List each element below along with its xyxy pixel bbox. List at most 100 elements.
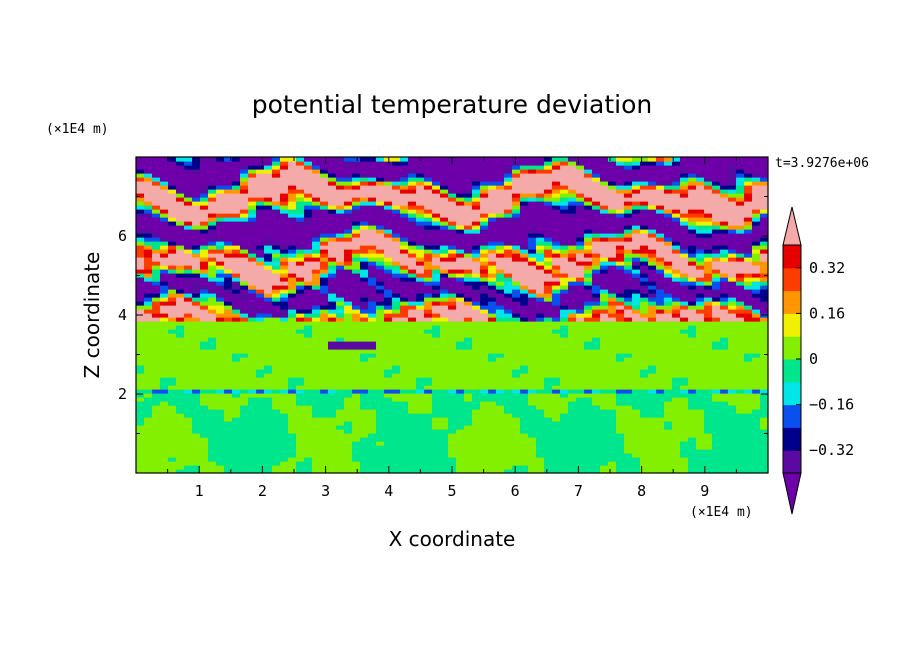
field-cell (712, 329, 721, 334)
field-cell (664, 297, 673, 302)
field-cell (744, 329, 753, 334)
field-cell (432, 245, 441, 250)
field-cell (368, 437, 377, 442)
field-cell (224, 233, 233, 238)
field-cell (440, 373, 449, 378)
field-cell (440, 253, 449, 258)
field-cell (712, 465, 721, 470)
field-cell (696, 237, 705, 242)
field-cell (336, 285, 345, 290)
field-cell (248, 245, 257, 250)
field-cell (144, 337, 153, 342)
field-cell (328, 389, 337, 394)
field-cell (216, 325, 225, 330)
field-cell (576, 401, 585, 406)
field-cell (760, 345, 768, 350)
field-cell (192, 309, 201, 314)
field-cell (232, 461, 241, 466)
field-cell (224, 269, 233, 274)
field-cell (168, 453, 177, 458)
field-cell (744, 401, 753, 406)
field-cell (144, 441, 153, 446)
field-cell (192, 265, 201, 270)
field-cell (288, 381, 297, 386)
field-cell (184, 445, 193, 450)
field-cell (648, 469, 657, 473)
field-cell (392, 393, 401, 398)
field-cell (440, 281, 449, 286)
field-cell (744, 345, 753, 350)
field-cell (208, 241, 217, 246)
field-cell (424, 469, 433, 473)
field-cell (168, 457, 177, 462)
field-cell (360, 417, 369, 422)
field-cell (568, 281, 577, 286)
field-cell (664, 429, 673, 434)
field-cell (536, 325, 545, 330)
field-cell (552, 249, 561, 254)
field-cell (416, 409, 425, 414)
field-cell (560, 245, 569, 250)
field-cell (232, 273, 241, 278)
field-cell (360, 289, 369, 294)
field-cell (656, 309, 665, 314)
field-cell (600, 253, 609, 258)
field-cell (752, 293, 761, 298)
field-cell (536, 353, 545, 358)
field-cell (200, 401, 209, 406)
field-cell (448, 413, 457, 418)
field-cell (480, 245, 489, 250)
field-cell (224, 217, 233, 222)
field-cell (360, 329, 369, 334)
field-cell (504, 273, 513, 278)
field-cell (208, 285, 217, 290)
field-cell (376, 337, 385, 342)
field-cell (752, 445, 761, 450)
field-cell (320, 269, 329, 274)
field-cell (608, 425, 617, 430)
field-cell (728, 325, 737, 330)
field-cell (736, 465, 745, 470)
field-cell (416, 281, 425, 286)
field-cell (400, 265, 409, 270)
field-cell (464, 237, 473, 242)
field-cell (376, 469, 385, 473)
field-cell (744, 281, 753, 286)
field-cell (392, 285, 401, 290)
field-cell (488, 357, 497, 362)
field-cell (512, 357, 521, 362)
field-cell (296, 233, 305, 238)
field-cell (576, 465, 585, 470)
field-cell (440, 321, 449, 326)
field-cell (632, 293, 641, 298)
field-cell (496, 377, 505, 382)
field-cell (216, 237, 225, 242)
field-cell (408, 313, 417, 318)
field-cell (240, 361, 249, 366)
field-cell (256, 393, 265, 398)
field-cell (528, 317, 537, 322)
field-cell (616, 225, 625, 230)
field-cell (696, 393, 705, 398)
field-cell (616, 321, 625, 326)
field-cell (640, 237, 649, 242)
field-cell (608, 221, 617, 226)
field-cell (736, 409, 745, 414)
field-cell (720, 369, 729, 374)
field-cell (552, 453, 561, 458)
field-cell (760, 249, 768, 254)
field-cell (720, 345, 729, 350)
field-cell (456, 285, 465, 290)
field-cell (408, 325, 417, 330)
field-cell (264, 225, 273, 230)
field-cell (568, 265, 577, 270)
field-cell (600, 465, 609, 470)
field-cell (656, 349, 665, 354)
field-cell (520, 433, 529, 438)
field-cell (584, 257, 593, 262)
field-cell (664, 353, 673, 358)
field-cell (400, 229, 409, 234)
field-cell (680, 317, 689, 322)
field-cell (440, 465, 449, 470)
field-cell (624, 273, 633, 278)
